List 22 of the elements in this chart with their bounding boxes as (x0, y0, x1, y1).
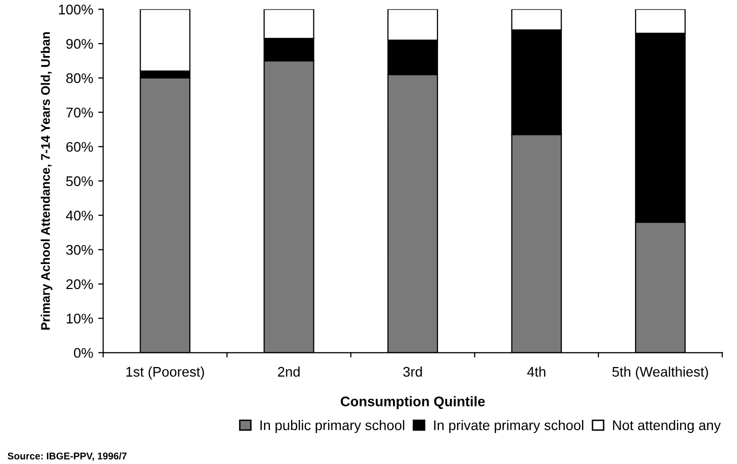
y-tick-label: 30% (66, 244, 93, 255)
x-tick-label: 2nd (278, 366, 300, 377)
y-tick-label: 0% (74, 348, 93, 358)
x-tick-label: 1st (Poorest) (126, 366, 204, 380)
y-tick-label: 100% (58, 4, 93, 14)
x-tick-label: 5th (Wealthiest) (612, 366, 708, 380)
x-tick-label: 3rd (403, 366, 422, 377)
y-tick-label: 80% (66, 73, 93, 84)
y-axis-title: Primary Achool Attendance, 7-14 Years Old, Urban (40, 32, 52, 330)
legend-label: In private primary school (434, 420, 584, 433)
legend-label: In public primary school (260, 420, 404, 433)
y-tick-label: 60% (66, 142, 93, 152)
source-note: Source: IBGE-PPV, 1996/7 (8, 452, 127, 461)
y-tick-label: 10% (66, 314, 93, 324)
x-axis-title: Consumption Quintile (340, 396, 485, 410)
y-tick-label: 90% (66, 38, 93, 49)
legend-label: Not attending any (613, 420, 721, 433)
x-tick-label: 4th (527, 366, 546, 377)
y-tick-label: 70% (66, 108, 93, 118)
y-tick-label: 50% (66, 176, 93, 186)
y-tick-label: 40% (66, 210, 93, 220)
y-tick-label: 20% (66, 279, 93, 290)
